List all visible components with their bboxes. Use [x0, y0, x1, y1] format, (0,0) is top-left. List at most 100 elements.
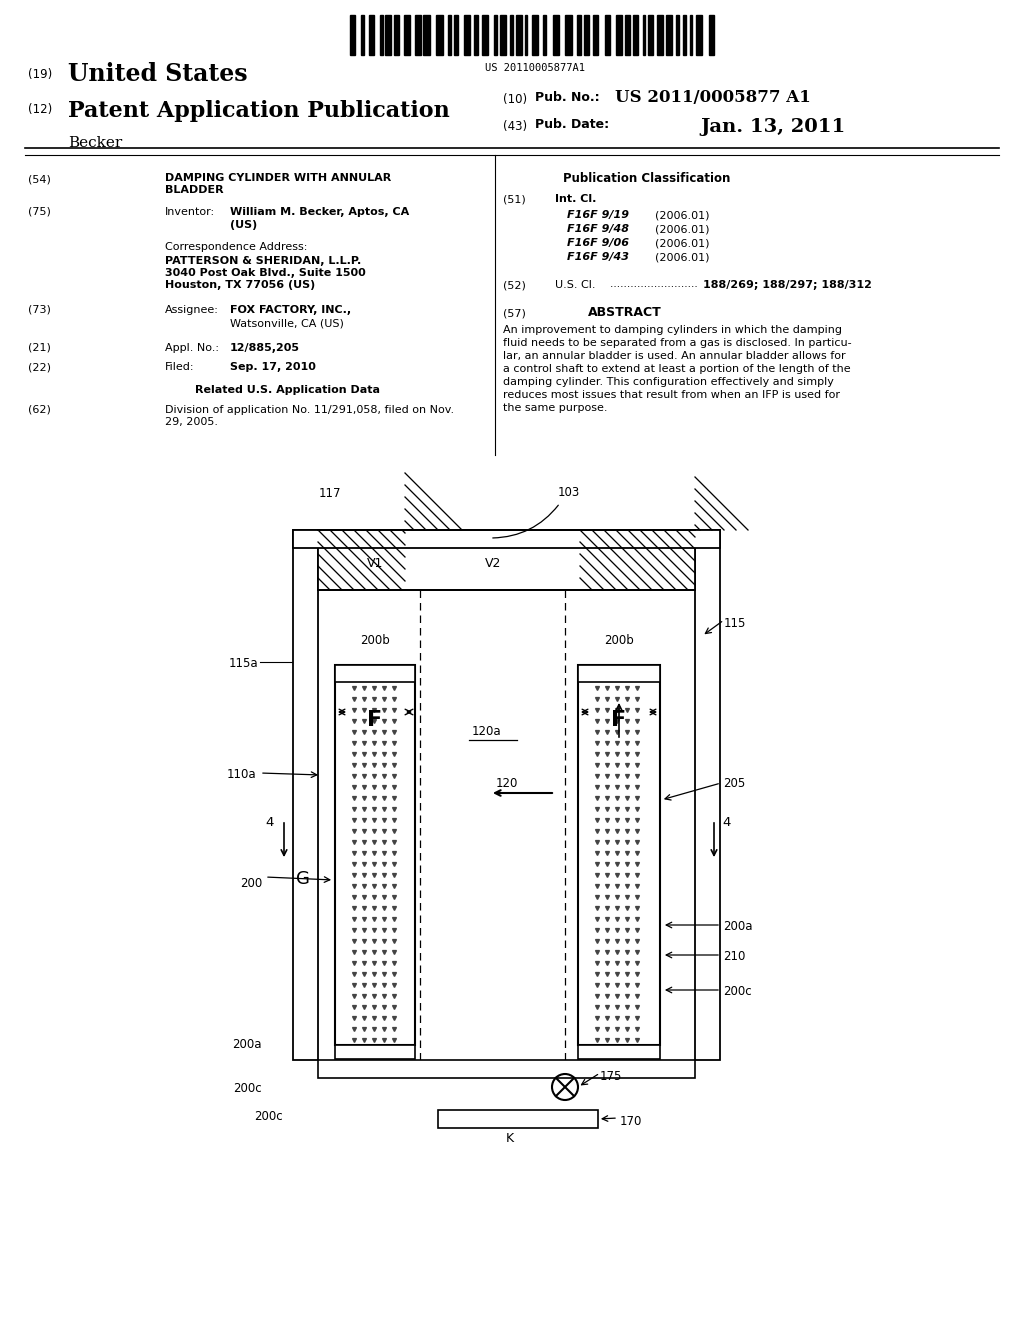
Text: 120a: 120a	[472, 725, 502, 738]
Text: (75): (75)	[28, 207, 51, 216]
Bar	[500, 15, 506, 55]
Bar	[643, 15, 645, 55]
Text: DAMPING CYLINDER WITH ANNULAR: DAMPING CYLINDER WITH ANNULAR	[165, 173, 391, 183]
Text: 200c: 200c	[254, 1110, 283, 1123]
Text: Sep. 17, 2010: Sep. 17, 2010	[230, 362, 315, 372]
Text: (2006.01): (2006.01)	[655, 210, 710, 220]
Bar	[335, 665, 415, 1045]
Text: (12): (12)	[28, 103, 52, 116]
Text: Patent Application Publication: Patent Application Publication	[68, 100, 450, 121]
Text: K: K	[506, 1133, 514, 1144]
Bar	[616, 15, 623, 55]
Bar	[454, 15, 458, 55]
Bar	[447, 15, 452, 55]
Text: 120: 120	[496, 777, 518, 789]
Text: U.S. Cl.: U.S. Cl.	[555, 280, 596, 290]
Text: 29, 2005.: 29, 2005.	[165, 417, 218, 426]
Text: fluid needs to be separated from a gas is disclosed. In particu-: fluid needs to be separated from a gas i…	[503, 338, 852, 348]
Text: William M. Becker, Aptos, CA: William M. Becker, Aptos, CA	[230, 207, 410, 216]
Text: Becker: Becker	[68, 136, 122, 150]
Text: (51): (51)	[503, 194, 525, 205]
Text: 200a: 200a	[723, 920, 753, 933]
Bar	[585, 15, 590, 55]
Bar	[438, 1110, 598, 1129]
Text: (US): (US)	[230, 220, 257, 230]
Bar	[696, 15, 702, 55]
Text: lar, an annular bladder is used. An annular bladder allows for: lar, an annular bladder is used. An annu…	[503, 351, 846, 360]
Text: Publication Classification: Publication Classification	[563, 172, 730, 185]
Bar	[656, 15, 663, 55]
Text: Pub. No.:: Pub. No.:	[535, 91, 600, 104]
Text: damping cylinder. This configuration effectively and simply: damping cylinder. This configuration eff…	[503, 378, 834, 387]
Text: Int. Cl.: Int. Cl.	[555, 194, 596, 205]
Bar	[495, 15, 497, 55]
Text: F: F	[368, 710, 383, 730]
Text: reduces most issues that result from when an IFP is used for: reduces most issues that result from whe…	[503, 389, 840, 400]
Bar	[689, 15, 692, 55]
Text: Houston, TX 77056 (US): Houston, TX 77056 (US)	[165, 280, 315, 290]
Text: PATTERSON & SHERIDAN, L.L.P.: PATTERSON & SHERIDAN, L.L.P.	[165, 256, 361, 267]
Text: 200a: 200a	[232, 1038, 262, 1051]
Text: 200: 200	[240, 876, 262, 890]
Bar	[593, 15, 598, 55]
Text: 4: 4	[723, 816, 731, 829]
Text: 200b: 200b	[604, 634, 634, 647]
Text: 188/269; 188/297; 188/312: 188/269; 188/297; 188/312	[703, 280, 871, 290]
Text: 103: 103	[558, 486, 581, 499]
Text: (57): (57)	[503, 308, 526, 318]
Bar	[695, 531, 720, 1060]
Text: G: G	[296, 870, 310, 888]
Bar	[335, 665, 415, 682]
Text: V2: V2	[484, 557, 501, 570]
Text: FOX FACTORY, INC.,: FOX FACTORY, INC.,	[230, 305, 351, 315]
Bar	[424, 15, 430, 55]
Bar	[481, 15, 488, 55]
Bar	[394, 15, 399, 55]
Bar	[666, 15, 672, 55]
Text: (54): (54)	[28, 174, 51, 183]
Text: F16F 9/19: F16F 9/19	[567, 210, 629, 220]
Bar	[605, 15, 609, 55]
Text: F16F 9/06: F16F 9/06	[567, 238, 629, 248]
Bar	[625, 15, 630, 55]
Text: Pub. Date:: Pub. Date:	[535, 117, 609, 131]
Text: (21): (21)	[28, 343, 51, 352]
Text: An improvement to damping cylinders in which the damping: An improvement to damping cylinders in w…	[503, 325, 842, 335]
Bar	[350, 15, 355, 55]
Text: United States: United States	[68, 62, 248, 86]
Bar	[415, 15, 421, 55]
Text: Filed:: Filed:	[165, 362, 195, 372]
Text: Correspondence Address:: Correspondence Address:	[165, 242, 307, 252]
Bar	[361, 15, 364, 55]
Text: (10): (10)	[503, 92, 527, 106]
Bar	[683, 15, 686, 55]
Bar	[293, 531, 318, 1060]
Bar	[525, 15, 527, 55]
Bar	[474, 15, 478, 55]
Bar	[380, 15, 383, 55]
Text: 170: 170	[620, 1115, 642, 1129]
Text: (19): (19)	[28, 69, 52, 81]
Bar	[318, 531, 695, 590]
Text: F16F 9/43: F16F 9/43	[567, 252, 629, 261]
Bar	[369, 15, 374, 55]
Bar	[633, 15, 638, 55]
Bar	[709, 15, 714, 55]
Text: Inventor:: Inventor:	[165, 207, 215, 216]
Text: 4: 4	[266, 816, 274, 829]
Text: V1: V1	[367, 557, 383, 570]
Text: 117: 117	[318, 487, 341, 500]
Bar	[335, 1045, 415, 1059]
Text: Appl. No.:: Appl. No.:	[165, 343, 219, 352]
Text: (73): (73)	[28, 305, 51, 315]
Bar	[385, 15, 390, 55]
Text: (2006.01): (2006.01)	[655, 252, 710, 261]
Text: the same purpose.: the same purpose.	[503, 403, 607, 413]
Text: F16F 9/48: F16F 9/48	[567, 224, 629, 234]
Bar	[318, 1060, 695, 1078]
Text: (52): (52)	[503, 280, 526, 290]
Text: ..........................: ..........................	[610, 279, 701, 289]
Text: US 2011/0005877 A1: US 2011/0005877 A1	[615, 88, 811, 106]
Text: F: F	[611, 710, 627, 730]
Bar	[578, 665, 660, 682]
